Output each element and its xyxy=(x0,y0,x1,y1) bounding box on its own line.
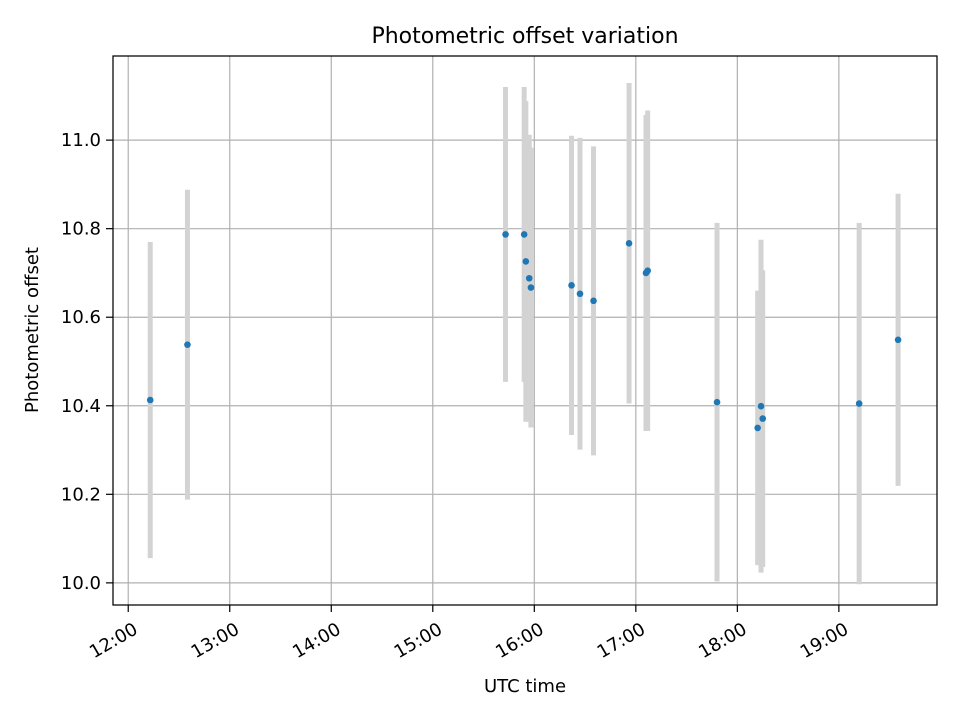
data-point xyxy=(502,231,509,238)
y-axis-label: Photometric offset xyxy=(22,247,43,413)
y-tick-label: 10.8 xyxy=(61,219,101,240)
x-tick-label: 19:00 xyxy=(797,619,852,663)
x-tick-label: 14:00 xyxy=(289,619,344,663)
data-point xyxy=(713,398,721,406)
x-tick-label: 15:00 xyxy=(391,619,446,663)
data-point xyxy=(525,274,533,282)
y-tick-label: 11.0 xyxy=(61,130,101,151)
x-tick-label: 12:00 xyxy=(86,619,141,663)
x-axis-ticks: 12:00 13:00 14:00 15:00 16:00 17:00 18:00 19:00 xyxy=(86,605,852,663)
data-point xyxy=(644,267,651,275)
data-point xyxy=(754,424,761,432)
y-tick-label: 10.0 xyxy=(61,573,101,594)
y-axis-ticks: 10.0 10.2 10.4 10.6 10.8 11.0 xyxy=(61,130,113,594)
data-point xyxy=(894,336,902,344)
data-point xyxy=(590,297,597,305)
data-point xyxy=(855,400,863,407)
data-point xyxy=(625,239,633,247)
error-bars xyxy=(147,83,901,585)
data-point xyxy=(184,341,191,348)
chart-title: Photometric offset variation xyxy=(371,24,678,49)
data-point xyxy=(522,258,530,265)
data-point xyxy=(759,415,767,422)
data-point xyxy=(527,284,535,291)
data-point xyxy=(576,290,584,298)
y-tick-label: 10.2 xyxy=(61,484,101,505)
y-tick-label: 10.6 xyxy=(61,307,101,328)
data-point xyxy=(146,396,154,404)
data-point xyxy=(520,231,528,238)
x-tick-label: 13:00 xyxy=(188,619,243,663)
y-tick-label: 10.4 xyxy=(61,396,101,417)
x-tick-label: 16:00 xyxy=(492,619,547,663)
plot-frame xyxy=(112,55,938,606)
x-tick-label: 17:00 xyxy=(594,619,649,663)
data-point xyxy=(568,282,575,289)
x-axis-label: UTC time xyxy=(484,676,566,697)
data-point xyxy=(757,402,765,410)
x-tick-label: 18:00 xyxy=(695,619,750,663)
data-points xyxy=(146,231,902,432)
